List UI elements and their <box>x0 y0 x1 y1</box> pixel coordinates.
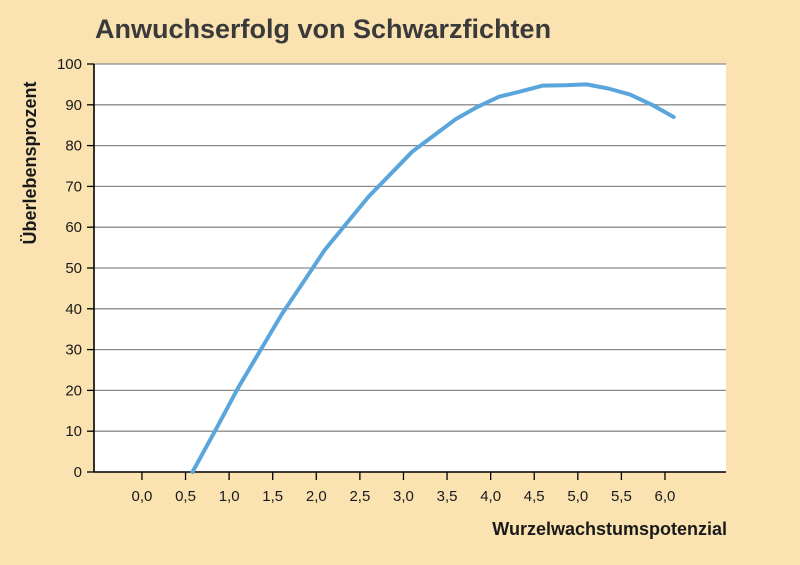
x-tick-label: 0,0 <box>132 488 153 505</box>
series-line <box>190 82 676 474</box>
y-tick-label: 40 <box>65 301 82 318</box>
y-tick-label: 50 <box>65 260 82 277</box>
x-tick-label: 3,0 <box>393 488 414 505</box>
y-tick-label: 70 <box>65 178 82 195</box>
x-tick-label: 5,5 <box>611 488 632 505</box>
y-tick-label: 10 <box>65 423 82 440</box>
x-tick-label: 1,5 <box>262 488 283 505</box>
x-tick-label: 4,5 <box>524 488 545 505</box>
y-tick-label: 90 <box>65 97 82 114</box>
x-tick-label: 0,5 <box>175 488 196 505</box>
chart-title: Anwuchserfolg von Schwarzfichten <box>95 14 552 44</box>
y-tick-label: 100 <box>57 56 82 73</box>
series-group <box>190 82 676 474</box>
x-tick-label: 2,5 <box>349 488 370 505</box>
y-tick-label: 80 <box>65 138 82 155</box>
x-tick-label: 4,0 <box>480 488 501 505</box>
y-axis-ticks: 0 10 20 30 40 50 60 70 80 90 100 <box>57 56 94 481</box>
y-tick-label: 0 <box>74 464 82 481</box>
y-tick-label: 60 <box>65 219 82 236</box>
x-tick-label: 6,0 <box>655 488 676 505</box>
x-tick-label: 2,0 <box>306 488 327 505</box>
gridlines <box>94 63 726 432</box>
x-tick-label: 5,0 <box>567 488 588 505</box>
y-axis-label: Überlebensprozent <box>20 81 40 244</box>
x-axis-label: Wurzelwachstumspotenzial <box>492 519 727 539</box>
y-tick-label: 20 <box>65 382 82 399</box>
x-tick-label: 3,5 <box>437 488 458 505</box>
y-tick-label: 30 <box>65 342 82 359</box>
x-axis-ticks: 0,0 0,5 1,0 1,5 2,0 2,5 3,0 3,5 4,0 4,5 5,0 5,5 6,0 <box>132 472 676 505</box>
x-tick-label: 1,0 <box>219 488 240 505</box>
